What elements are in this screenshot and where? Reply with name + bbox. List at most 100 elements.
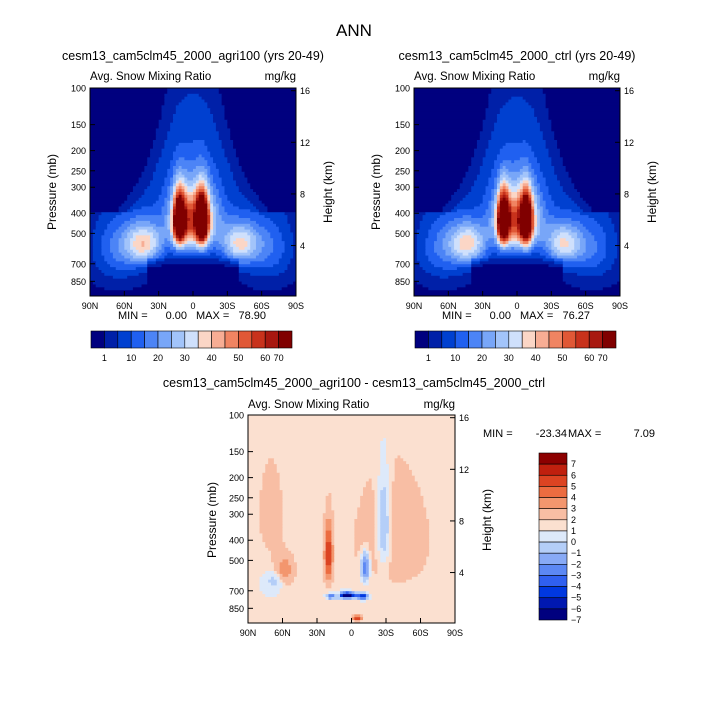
contour-cell — [471, 157, 484, 161]
contour-cell — [284, 246, 294, 251]
contour-cell — [488, 200, 492, 205]
contour-cell — [170, 226, 174, 231]
contour-cell — [193, 203, 197, 208]
contour-cell — [90, 128, 157, 132]
contour-field — [414, 88, 620, 296]
contour-cell — [471, 246, 478, 251]
contour-cell — [491, 189, 495, 193]
contour-cell — [213, 160, 228, 164]
contour-cell — [150, 220, 165, 225]
contour-cell — [528, 244, 532, 248]
contour-cell — [248, 521, 261, 526]
contour-cell — [170, 200, 174, 205]
contour-cell — [152, 232, 160, 236]
contour-cell — [602, 287, 620, 291]
contour-cell — [380, 490, 387, 494]
contour-cell — [551, 244, 555, 248]
contour-cell — [391, 530, 430, 535]
contour-cell — [494, 192, 498, 196]
colorbar-label: 30 — [504, 353, 514, 363]
contour-cell — [92, 255, 105, 260]
colorbar-swatch — [538, 519, 568, 532]
contour-cell — [230, 163, 240, 167]
contour-cell — [118, 249, 128, 254]
x-tick-label: 30S — [378, 628, 394, 638]
contour-cell — [531, 206, 535, 210]
contour-cell — [90, 151, 151, 156]
contour-cell — [135, 252, 148, 257]
contour-cell — [491, 200, 495, 205]
contour-cell — [537, 215, 541, 219]
contour-cell — [354, 542, 364, 546]
contour-cell — [605, 246, 618, 251]
contour-cell — [325, 524, 332, 529]
contour-cell — [294, 576, 324, 581]
contour-cell — [374, 545, 378, 549]
contour-cell — [207, 229, 211, 234]
contour-cell — [429, 545, 455, 549]
contour-cell — [380, 527, 390, 532]
contour-cell — [195, 166, 206, 170]
contour-cell — [175, 108, 211, 112]
contour-cell — [391, 521, 430, 526]
contour-cell — [235, 238, 246, 242]
contour-cell — [238, 278, 296, 283]
contour-cell — [101, 246, 111, 251]
contour-cell — [545, 99, 620, 104]
contour-cell — [559, 238, 567, 242]
contour-cell — [528, 180, 532, 184]
contour-cell — [505, 186, 510, 190]
contour-cell — [531, 218, 535, 222]
contour-cell — [90, 206, 120, 210]
contour-cell — [250, 223, 260, 228]
contour-cell — [485, 252, 492, 257]
contour-cell — [164, 249, 177, 254]
contour-cell — [259, 507, 284, 511]
contour-cell — [545, 145, 558, 150]
contour-cell — [605, 249, 618, 254]
contour-cell — [255, 238, 263, 242]
contour-cell — [218, 174, 234, 179]
contour-cell — [175, 160, 208, 164]
contour-cell — [508, 226, 512, 231]
contour-cell — [531, 223, 535, 228]
contour-cell — [488, 142, 507, 147]
contour-cell — [268, 579, 278, 584]
contour-cell — [380, 521, 390, 526]
contour-cell — [281, 252, 294, 257]
contour-cell — [278, 258, 291, 262]
contour-cell — [531, 148, 550, 153]
contour-cell — [368, 542, 376, 546]
contour-cell — [213, 235, 226, 239]
contour-cell — [167, 134, 220, 138]
contour-cell — [414, 255, 418, 260]
contour-cell — [224, 206, 240, 210]
contour-cell — [248, 556, 272, 561]
contour-cell — [542, 194, 552, 199]
contour-cell — [187, 226, 194, 231]
contour-cell — [545, 249, 552, 254]
contour-cell — [248, 542, 266, 546]
contour-cell — [482, 244, 487, 248]
contour-cell — [388, 524, 393, 529]
contour-cell — [238, 258, 266, 262]
contour-cell — [158, 157, 174, 161]
contour-cell — [351, 594, 355, 598]
contour-cell — [357, 513, 376, 517]
contour-cell — [368, 547, 376, 552]
contour-cell — [377, 478, 390, 483]
contour-cell — [273, 461, 381, 465]
contour-cell — [282, 585, 327, 589]
colorbar-label: −6 — [571, 604, 581, 614]
contour-cell — [439, 255, 452, 260]
contour-cell — [391, 487, 422, 491]
contour-cell — [248, 545, 266, 549]
contour-cell — [605, 235, 618, 239]
contour-cell — [531, 186, 535, 190]
contour-cell — [152, 171, 168, 176]
contour-cell — [414, 200, 449, 205]
contour-cell — [445, 252, 455, 257]
contour-cell — [90, 246, 94, 251]
contour-cell — [554, 229, 572, 234]
contour-cell — [409, 467, 455, 471]
